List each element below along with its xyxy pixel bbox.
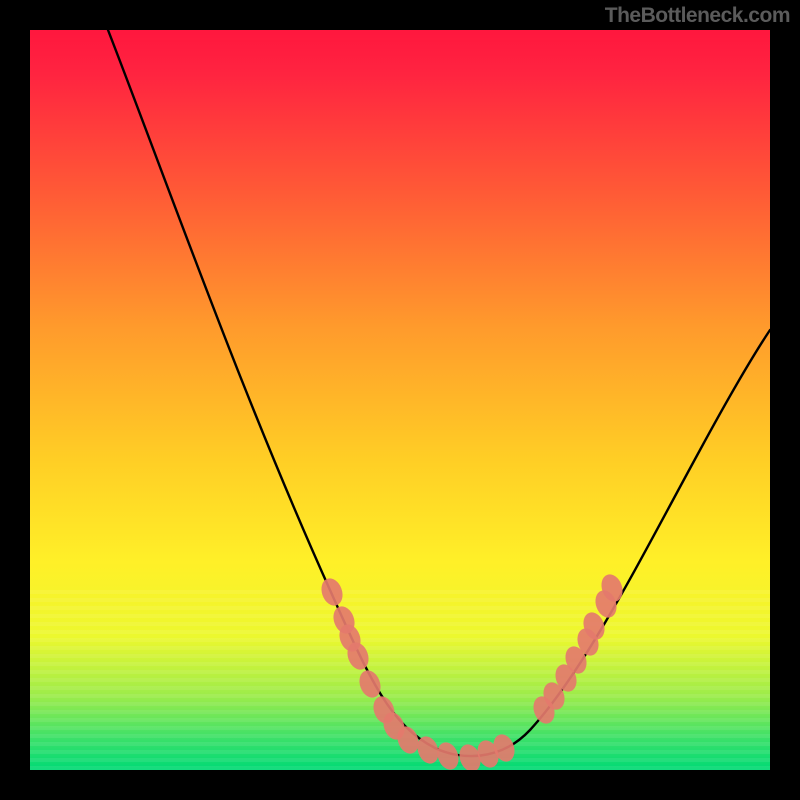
chart-container: TheBottleneck.com (0, 0, 800, 800)
chart-background (30, 30, 770, 770)
attribution-label: TheBottleneck.com (605, 4, 790, 28)
bottleneck-curve-chart (30, 30, 770, 770)
